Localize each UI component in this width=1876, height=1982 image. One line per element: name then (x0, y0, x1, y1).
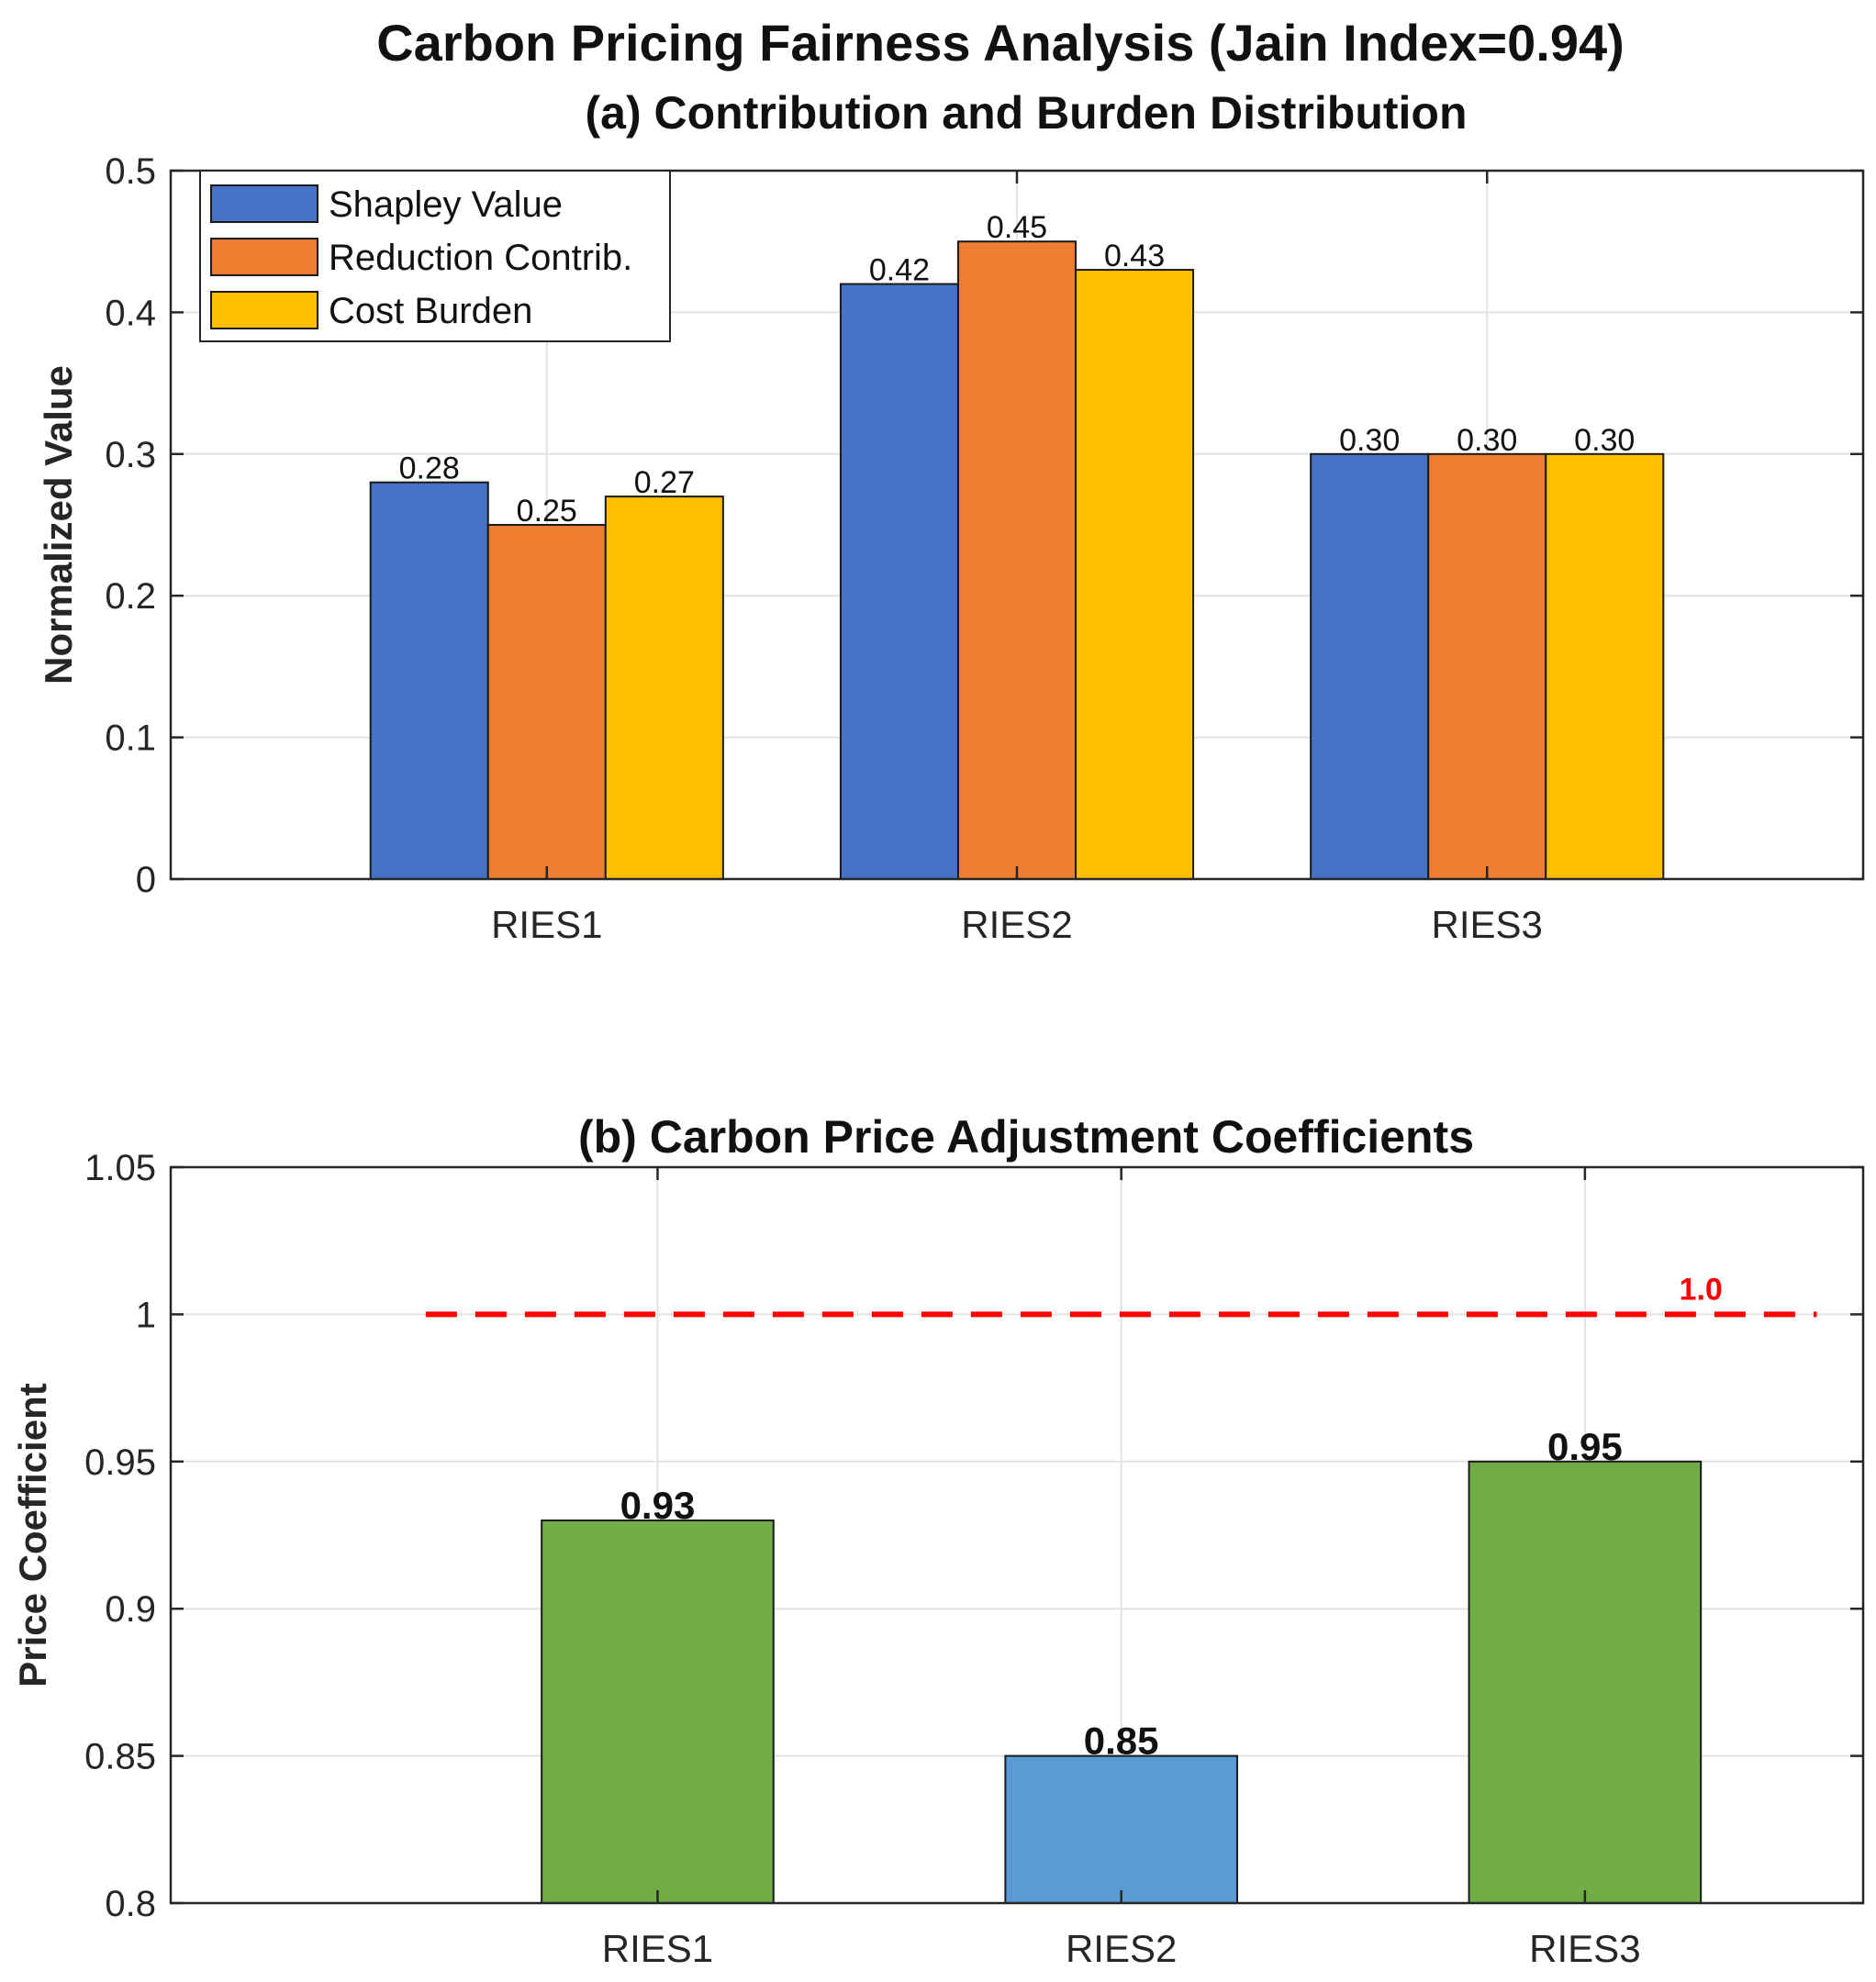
y-tick-label: 0.9 (105, 1589, 156, 1630)
data-label: 0.25 (517, 494, 577, 529)
bar-coefficient-ries1 (541, 1519, 775, 1904)
bar-shapley-value-ries2 (839, 283, 959, 880)
bar-reduction-contrib--ries2 (956, 240, 1078, 880)
y-tick-label: 0.4 (105, 293, 156, 333)
reference-line-label: 1.0 (1680, 1272, 1723, 1307)
data-label: 0.93 (620, 1484, 696, 1527)
legend-label: Shapley Value (329, 184, 563, 225)
y-tick-label: 0.2 (105, 576, 156, 617)
legend-swatch (210, 184, 318, 223)
legend-swatch (210, 238, 318, 276)
y-tick-label: 0.95 (84, 1442, 156, 1483)
legend-label: Cost Burden (329, 291, 532, 331)
data-label: 0.45 (987, 210, 1047, 245)
x-tick-label: RIES3 (1432, 903, 1543, 946)
bar-reduction-contrib--ries3 (1427, 452, 1547, 880)
bar-coefficient-ries3 (1468, 1460, 1703, 1905)
bar-coefficient-ries2 (1004, 1754, 1238, 1904)
x-tick-label: RIES1 (491, 903, 602, 946)
panel-a-contribution-burden: 0.28 0.42 0.30 0.25 0.45 0.30 0.27 0.43 0.30 0 0.1… (37, 87, 1865, 946)
y-tick-label: 0.3 (105, 435, 156, 475)
data-label: 0.95 (1547, 1425, 1623, 1468)
axes-box-b (169, 1165, 1865, 1905)
data-label: 0.28 (399, 451, 460, 486)
data-label: 0.42 (869, 253, 930, 288)
x-tick-label: RIES1 (602, 1927, 713, 1970)
y-tick-label: 0 (136, 860, 156, 900)
bar-cost-burden-ries2 (1075, 269, 1195, 880)
y-tick-label: 0.5 (105, 151, 156, 192)
bar-shapley-value-ries1 (369, 481, 489, 880)
panel-a-title: (a) Contribution and Burden Distribution (586, 87, 1468, 139)
data-label: 0.30 (1574, 423, 1635, 458)
bar-shapley-value-ries3 (1310, 452, 1430, 880)
x-tick-label: RIES3 (1529, 1927, 1640, 1970)
y-tick-label: 1 (136, 1295, 156, 1335)
legend-label: Reduction Contrib. (329, 238, 632, 278)
data-label: 0.30 (1339, 423, 1400, 458)
data-label: 0.30 (1457, 423, 1517, 458)
x-tick-label: RIES2 (1066, 1927, 1177, 1970)
y-tick-label: 0.1 (105, 718, 156, 759)
y-tick-label: 1.05 (84, 1148, 156, 1188)
y-axis-label-b: Price Coefficient (11, 1383, 54, 1687)
legend: Shapley Value Reduction Contrib. Cost Burd… (199, 170, 671, 342)
panel-b-price-coefficients: 1.0 0.93 0.85 0.95 0.8 0.85 0.9 0.95 1 1.05 RIES1 R… (11, 1111, 1865, 1970)
bar-reduction-contrib--ries1 (486, 524, 607, 880)
panel-b-title: (b) Carbon Price Adjustment Coefficients (578, 1111, 1474, 1163)
y-tick-label: 0.8 (105, 1884, 156, 1924)
data-label: 0.85 (1084, 1720, 1159, 1763)
figure-title: Carbon Pricing Fairness Analysis (Jain I… (376, 14, 1625, 72)
x-tick-label: RIES2 (961, 903, 1072, 946)
bar-cost-burden-ries1 (604, 496, 724, 880)
data-label: 0.43 (1104, 239, 1165, 273)
bar-cost-burden-ries3 (1545, 452, 1665, 880)
y-tick-label: 0.85 (84, 1737, 156, 1777)
y-axis-label-a: Normalized Value (37, 365, 80, 685)
legend-swatch (210, 291, 318, 329)
data-label: 0.27 (634, 465, 695, 500)
